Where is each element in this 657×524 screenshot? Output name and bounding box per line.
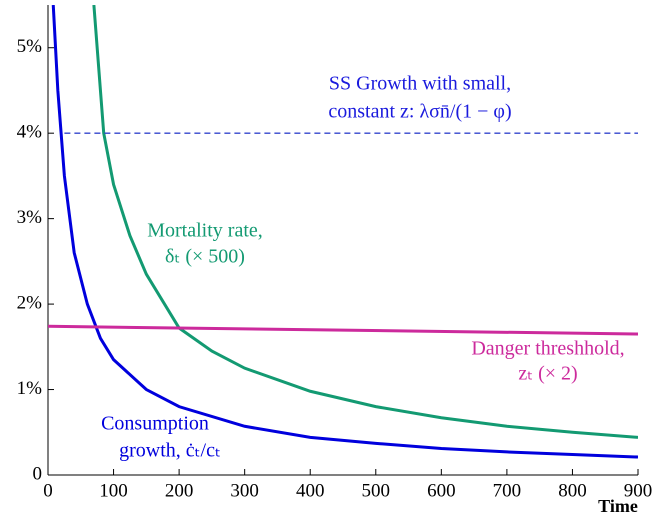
y-tick-label: 2% (17, 292, 43, 313)
x-tick-label: 900 (624, 480, 653, 501)
series-line (51, 5, 638, 459)
annotation-line: constant z: λσn̄/(1 − φ) (328, 101, 511, 123)
x-tick-label: 800 (558, 480, 587, 501)
x-tick-label: 200 (165, 480, 194, 501)
annotation-line: δₜ (× 500) (165, 246, 245, 268)
annotation-line: zₜ (× 2) (518, 363, 577, 385)
y-tick-label: 4% (17, 122, 43, 143)
y-tick-label: 5% (17, 36, 43, 57)
annotation: Mortality rate, δₜ (× 500) (147, 220, 263, 268)
x-tick-label: 300 (230, 480, 259, 501)
annotation: Danger threshhold, zₜ (× 2) (471, 338, 624, 385)
x-tick-label: 700 (493, 480, 522, 501)
x-tick-label: 400 (296, 480, 325, 501)
y-tick-label: 0 (33, 463, 43, 484)
series-line (92, 5, 638, 439)
annotation-line: Mortality rate, (147, 220, 263, 242)
y-tick-label: 1% (17, 378, 43, 399)
x-tick-label: 600 (427, 480, 456, 501)
y-tick-label: 3% (17, 207, 43, 228)
annotation-line: SS Growth with small, (329, 73, 511, 95)
annotation: SS Growth with small, constant z: λσn̄/(… (328, 73, 511, 123)
x-tick-label: 500 (362, 480, 391, 501)
x-tick-label: 0 (43, 480, 53, 501)
x-tick-label: 100 (99, 480, 128, 501)
annotation-line: Consumption (101, 413, 209, 435)
annotation-line: growth, ċₜ/cₜ (119, 440, 221, 462)
series-line (48, 324, 638, 336)
x-axis-label: Time (598, 496, 638, 516)
annotation-line: Danger threshhold, (471, 338, 624, 360)
annotation: Consumption growth, ċₜ/cₜ (101, 413, 221, 462)
